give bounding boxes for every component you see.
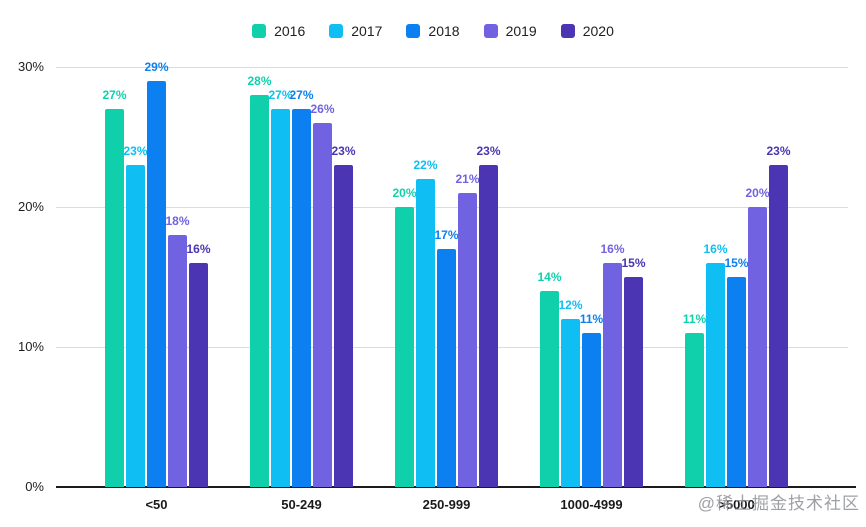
bar-value-label: 18% bbox=[165, 214, 190, 228]
legend-item-2020: 2020 bbox=[560, 23, 614, 39]
bar-1000-4999-2019[interactable]: 16% bbox=[600, 242, 625, 487]
bar-value-label: 23% bbox=[766, 144, 791, 158]
bar-lt-50-2018[interactable]: 29% bbox=[144, 60, 169, 487]
bar-group-50-249: 28% 27% 27% 26% 23% 50-249 bbox=[247, 74, 356, 512]
bar-1000-4999-2018[interactable]: 11% bbox=[580, 312, 603, 487]
legend-swatch bbox=[483, 24, 498, 38]
bar-50-249-2017[interactable]: 27% bbox=[268, 88, 293, 487]
bar-value-label: 21% bbox=[455, 172, 480, 186]
bar-value-label: 17% bbox=[434, 228, 459, 242]
legend-item-2019: 2019 bbox=[483, 23, 537, 39]
legend-swatch bbox=[406, 24, 421, 38]
bar-value-label: 16% bbox=[186, 242, 211, 256]
bar-value-label: 11% bbox=[682, 312, 707, 326]
y-axis-label: 0% bbox=[25, 479, 44, 494]
bar-group-gt-5000: 11% 16% 15% 20% 23% >5000 bbox=[683, 144, 791, 512]
bar-value-label: 28% bbox=[247, 74, 272, 88]
x-axis-label: 250-999 bbox=[422, 497, 471, 512]
bar-250-999-2020[interactable]: 23% bbox=[476, 144, 501, 487]
gridline bbox=[56, 207, 848, 208]
bar-250-999-2017[interactable]: 22% bbox=[413, 158, 438, 487]
bar-gt-5000-2019[interactable]: 20% bbox=[745, 186, 770, 487]
bar-250-999-2019[interactable]: 21% bbox=[455, 172, 480, 487]
bar-value-label: 11% bbox=[579, 312, 604, 326]
bar-value-label: 16% bbox=[600, 242, 625, 256]
bar-lt-50-2016[interactable]: 27% bbox=[102, 88, 127, 487]
gridline bbox=[56, 67, 848, 68]
x-axis-label: >5000 bbox=[718, 497, 755, 512]
legend-swatch bbox=[560, 24, 575, 38]
y-axis-label: 10% bbox=[17, 339, 44, 354]
bar-50-249-2019[interactable]: 26% bbox=[310, 102, 335, 487]
bar-value-label: 29% bbox=[144, 60, 169, 74]
bar-value-label: 23% bbox=[476, 144, 501, 158]
bar-lt-50-2017[interactable]: 23% bbox=[123, 144, 148, 487]
x-axis-label: 1000-4999 bbox=[560, 497, 623, 512]
legend-item-2017: 2017 bbox=[329, 23, 382, 39]
legend-item-2016: 2016 bbox=[252, 23, 305, 39]
legend-swatch bbox=[329, 24, 344, 38]
bar-value-label: 15% bbox=[621, 256, 646, 270]
bar-group-250-999: 20% 22% 17% 21% 23% 250-999 bbox=[392, 144, 501, 512]
watermark: @稀土掘金技术社区 bbox=[697, 494, 860, 513]
bar-value-label: 20% bbox=[392, 186, 417, 200]
bar-50-249-2016[interactable]: 28% bbox=[247, 74, 272, 487]
bar-value-label: 23% bbox=[123, 144, 148, 158]
bar-250-999-2018[interactable]: 17% bbox=[434, 228, 459, 487]
bar-lt-50-2020[interactable]: 16% bbox=[186, 242, 211, 487]
plot-area: 27% 23% 29% 18% 16% <50 28% 27% 27% 26% 23% 50-249 2… bbox=[56, 60, 856, 512]
bar-group-lt-50: 27% 23% 29% 18% 16% <50 bbox=[102, 60, 211, 512]
x-axis-label: <50 bbox=[145, 497, 168, 512]
bar-1000-4999-2017[interactable]: 12% bbox=[558, 298, 583, 487]
bar-value-label: 27% bbox=[102, 88, 127, 102]
bar-value-label: 23% bbox=[331, 144, 356, 158]
bar-value-label: 27% bbox=[289, 88, 314, 102]
legend-item-2018: 2018 bbox=[406, 23, 460, 39]
bar-value-label: 12% bbox=[558, 298, 583, 312]
legend-swatch bbox=[252, 24, 267, 38]
bar-value-label: 26% bbox=[310, 102, 335, 116]
bar-250-999-2016[interactable]: 20% bbox=[392, 186, 417, 487]
y-axis-labels: 0% 10% 20% 30% bbox=[0, 59, 50, 494]
bar-1000-4999-2020[interactable]: 15% bbox=[621, 256, 646, 487]
legend-label: 2017 bbox=[351, 23, 383, 39]
bar-1000-4999-2016[interactable]: 14% bbox=[537, 270, 562, 487]
legend-label: 2018 bbox=[428, 23, 460, 39]
legend-label: 2016 bbox=[274, 23, 306, 39]
bar-gt-5000-2016[interactable]: 11% bbox=[683, 312, 706, 487]
legend-label: 2019 bbox=[505, 23, 537, 39]
bar-group-1000-4999: 14% 12% 11% 16% 15% 1000-4999 bbox=[537, 242, 646, 512]
legend: 2016 2017 2018 2019 2020 bbox=[0, 23, 866, 39]
y-axis-label: 30% bbox=[17, 59, 44, 74]
bar-value-label: 27% bbox=[268, 88, 293, 102]
bar-gt-5000-2018[interactable]: 15% bbox=[724, 256, 749, 487]
bar-50-249-2018[interactable]: 27% bbox=[289, 88, 314, 487]
bar-50-249-2020[interactable]: 23% bbox=[331, 144, 356, 487]
bar-gt-5000-2017[interactable]: 16% bbox=[703, 242, 728, 487]
bar-value-label: 20% bbox=[745, 186, 770, 200]
legend-label: 2020 bbox=[582, 23, 614, 39]
bar-value-label: 16% bbox=[703, 242, 728, 256]
y-axis-label: 20% bbox=[17, 199, 44, 214]
bar-lt-50-2019[interactable]: 18% bbox=[165, 214, 190, 487]
bar-value-label: 14% bbox=[537, 270, 562, 284]
bar-value-label: 22% bbox=[413, 158, 438, 172]
x-axis-label: 50-249 bbox=[281, 497, 322, 512]
bar-gt-5000-2020[interactable]: 23% bbox=[766, 144, 791, 487]
x-axis-line bbox=[56, 486, 856, 488]
bar-value-label: 15% bbox=[724, 256, 749, 270]
